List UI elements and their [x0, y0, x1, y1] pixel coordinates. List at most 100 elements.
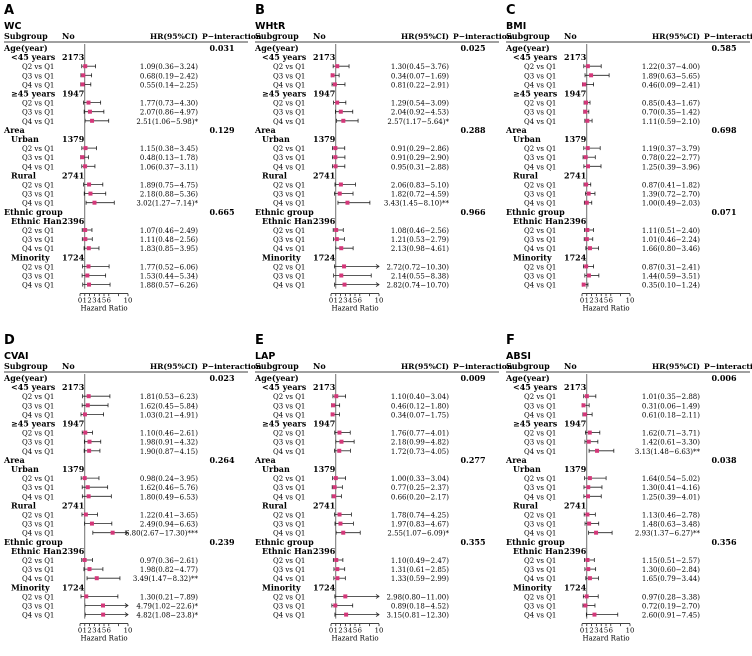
header-no: No — [313, 31, 326, 41]
hr-point — [585, 512, 590, 517]
comparison-label: Q3 vs Q1 — [273, 236, 305, 244]
group-label: Ethnic group — [255, 537, 314, 547]
hr-ci-value: 1.81(0.53−6.23) — [140, 393, 198, 401]
hr-point — [583, 109, 588, 114]
subgroup-label: Ethnic Han — [262, 546, 313, 556]
subgroup-n: 1947 — [62, 89, 84, 99]
subgroup-n: 1379 — [62, 134, 85, 144]
comparison-label: Q4 vs Q1 — [524, 282, 556, 290]
hr-point — [83, 237, 88, 242]
group-label: Age(year) — [254, 373, 299, 383]
comparison-label: Q2 vs Q1 — [273, 100, 305, 108]
hr-point — [81, 73, 86, 78]
subgroup-label: Urban — [513, 134, 541, 144]
hr-ci-value: 1.39(0.72−2.70) — [642, 191, 700, 199]
hr-point — [592, 612, 597, 617]
hr-point — [89, 521, 94, 526]
comparison-label: Q2 vs Q1 — [524, 430, 556, 438]
ci-arrow — [124, 603, 129, 608]
p-interaction-value: 0.585 — [711, 43, 736, 53]
hr-ci-value: 1.89(0.75−4.75) — [140, 182, 198, 190]
comparison-label: Q2 vs Q1 — [22, 263, 54, 271]
hr-ci-value: 2.07(0.86−4.97) — [140, 109, 198, 117]
hr-point — [100, 603, 105, 608]
x-tick-label: 6 — [609, 627, 613, 635]
header-p-interaction: P−interaction — [202, 362, 262, 371]
hr-point — [83, 146, 88, 151]
hr-point — [334, 228, 339, 232]
subgroup-n: 2173 — [313, 52, 336, 62]
hr-ci-value: 1.11(0.59−2.10) — [642, 118, 700, 126]
hr-ci-value: 1.78(0.74−4.25) — [391, 512, 449, 520]
comparison-label: Q4 vs Q1 — [524, 448, 556, 456]
comparison-label: Q2 vs Q1 — [273, 475, 305, 483]
comparison-label: Q3 vs Q1 — [524, 603, 556, 611]
comparison-label: Q2 vs Q1 — [273, 557, 305, 565]
hr-ci-value: 0.91(0.29−2.86) — [391, 145, 449, 153]
hr-point — [334, 394, 339, 399]
hr-ci-value: 1.25(0.39−3.96) — [642, 163, 700, 171]
comparison-label: Q2 vs Q1 — [273, 393, 305, 401]
p-interaction-value: 0.264 — [209, 455, 234, 465]
ci-arrow — [124, 530, 129, 536]
comparison-label: Q2 vs Q1 — [524, 145, 556, 153]
comparison-label: Q3 vs Q1 — [524, 191, 556, 199]
hr-ci-value: 1.62(0.45−5.84) — [140, 402, 198, 410]
x-tick-label: 10 — [124, 297, 133, 305]
x-axis-label: Hazard Ratio — [331, 305, 378, 313]
hr-ci-value: 1.30(0.21−7.89) — [140, 593, 198, 601]
hr-point — [330, 73, 335, 78]
hr-point — [87, 182, 92, 187]
x-tick-label: 6 — [358, 297, 362, 305]
x-tick-label: 1 — [334, 297, 338, 305]
hr-ci-value: 2.04(0.92−4.53) — [391, 109, 449, 117]
comparison-label: Q2 vs Q1 — [22, 557, 54, 565]
x-tick-label: 3 — [92, 627, 96, 635]
p-interaction-value: 0.239 — [209, 537, 234, 547]
subgroup-label: Ethnic Han — [11, 546, 62, 556]
comparison-label: Q4 vs Q1 — [524, 163, 556, 171]
x-tick-label: 1 — [585, 627, 589, 635]
subgroup-n: 1947 — [62, 419, 84, 429]
hr-ci-value: 1.88(0.57−6.26) — [140, 282, 198, 290]
group-label: Area — [3, 125, 25, 135]
hr-point — [344, 612, 349, 617]
x-tick-label: 4 — [599, 627, 603, 635]
comparison-label: Q2 vs Q1 — [524, 393, 556, 401]
hr-point — [80, 155, 85, 160]
hr-ci-value: 2.82(0.74−10.70) — [386, 282, 449, 290]
subgroup-label: Rural — [262, 170, 287, 180]
header-subgroup: Subgroup — [255, 31, 299, 41]
comparison-label: Q3 vs Q1 — [524, 566, 556, 574]
hr-point — [87, 567, 92, 572]
hr-point — [82, 476, 87, 481]
subgroup-n: 2396 — [62, 546, 85, 556]
comparison-label: Q3 vs Q1 — [22, 439, 54, 447]
hr-point — [341, 118, 346, 123]
header-no: No — [62, 361, 75, 371]
hr-ci-value: 0.91(0.29−2.90) — [391, 154, 449, 162]
hr-point — [338, 521, 343, 526]
comparison-label: Q4 vs Q1 — [22, 81, 54, 89]
comparison-label: Q4 vs Q1 — [273, 530, 305, 538]
hr-ci-value: 1.10(0.49−2.47) — [391, 557, 449, 565]
hr-ci-value: 0.78(0.22−2.77) — [642, 154, 700, 162]
x-tick-label: 3 — [594, 627, 598, 635]
header-p-interaction: P−interaction — [453, 32, 513, 41]
subgroup-n: 1724 — [62, 582, 85, 592]
comparison-label: Q3 vs Q1 — [22, 236, 54, 244]
group-label: Area — [505, 125, 527, 135]
panel-letter: C — [506, 3, 516, 18]
hr-point — [83, 512, 88, 517]
hr-point — [332, 494, 337, 499]
hr-point — [585, 118, 590, 123]
p-interaction-value: 0.025 — [460, 43, 485, 53]
hr-ci-value: 1.30(0.60−2.84) — [642, 566, 700, 574]
subgroup-n: 1379 — [564, 464, 587, 474]
comparison-label: Q2 vs Q1 — [22, 227, 54, 235]
subgroup-n: 2396 — [313, 546, 336, 556]
hr-ci-value: 2.57(1.17−5.64)* — [387, 118, 449, 126]
hr-point — [584, 182, 589, 187]
